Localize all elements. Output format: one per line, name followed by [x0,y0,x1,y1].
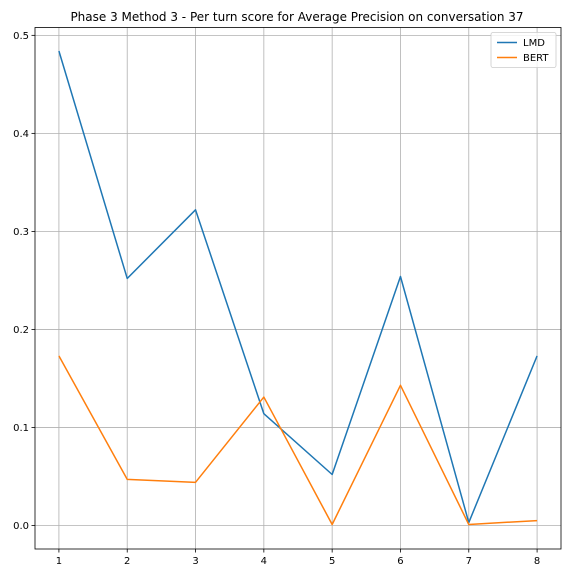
series-line-lmd [58,50,538,524]
legend-label-bert: BERT [523,53,549,64]
plot-area-frame [34,27,562,550]
x-tick-label: 5 [329,556,335,567]
series-lines [58,50,538,526]
legend-box [490,32,557,68]
x-tick-label: 6 [397,556,403,567]
axis-ticks: 1 2 3 4 5 6 7 8 0.0 0.1 0.2 0.3 0.4 0.5 [13,31,540,567]
x-tick-label: 2 [124,556,130,567]
legend: LMD BERT [490,32,557,68]
y-tick-label: 0.0 [13,521,29,532]
y-tick-label: 0.2 [13,325,29,336]
x-tick-label: 3 [192,556,198,567]
series-line-bert [58,355,538,526]
x-tick-label: 1 [56,556,62,567]
chart-title: Phase 3 Method 3 - Per turn score for Av… [70,10,523,24]
y-tick-label: 0.4 [13,129,29,140]
grid-lines [35,27,561,549]
y-tick-label: 0.5 [13,31,29,42]
x-tick-label: 4 [261,556,267,567]
legend-label-lmd: LMD [523,38,545,49]
x-tick-label: 8 [534,556,540,567]
y-tick-label: 0.1 [13,423,29,434]
y-tick-label: 0.3 [13,227,29,238]
x-tick-label: 7 [466,556,472,567]
